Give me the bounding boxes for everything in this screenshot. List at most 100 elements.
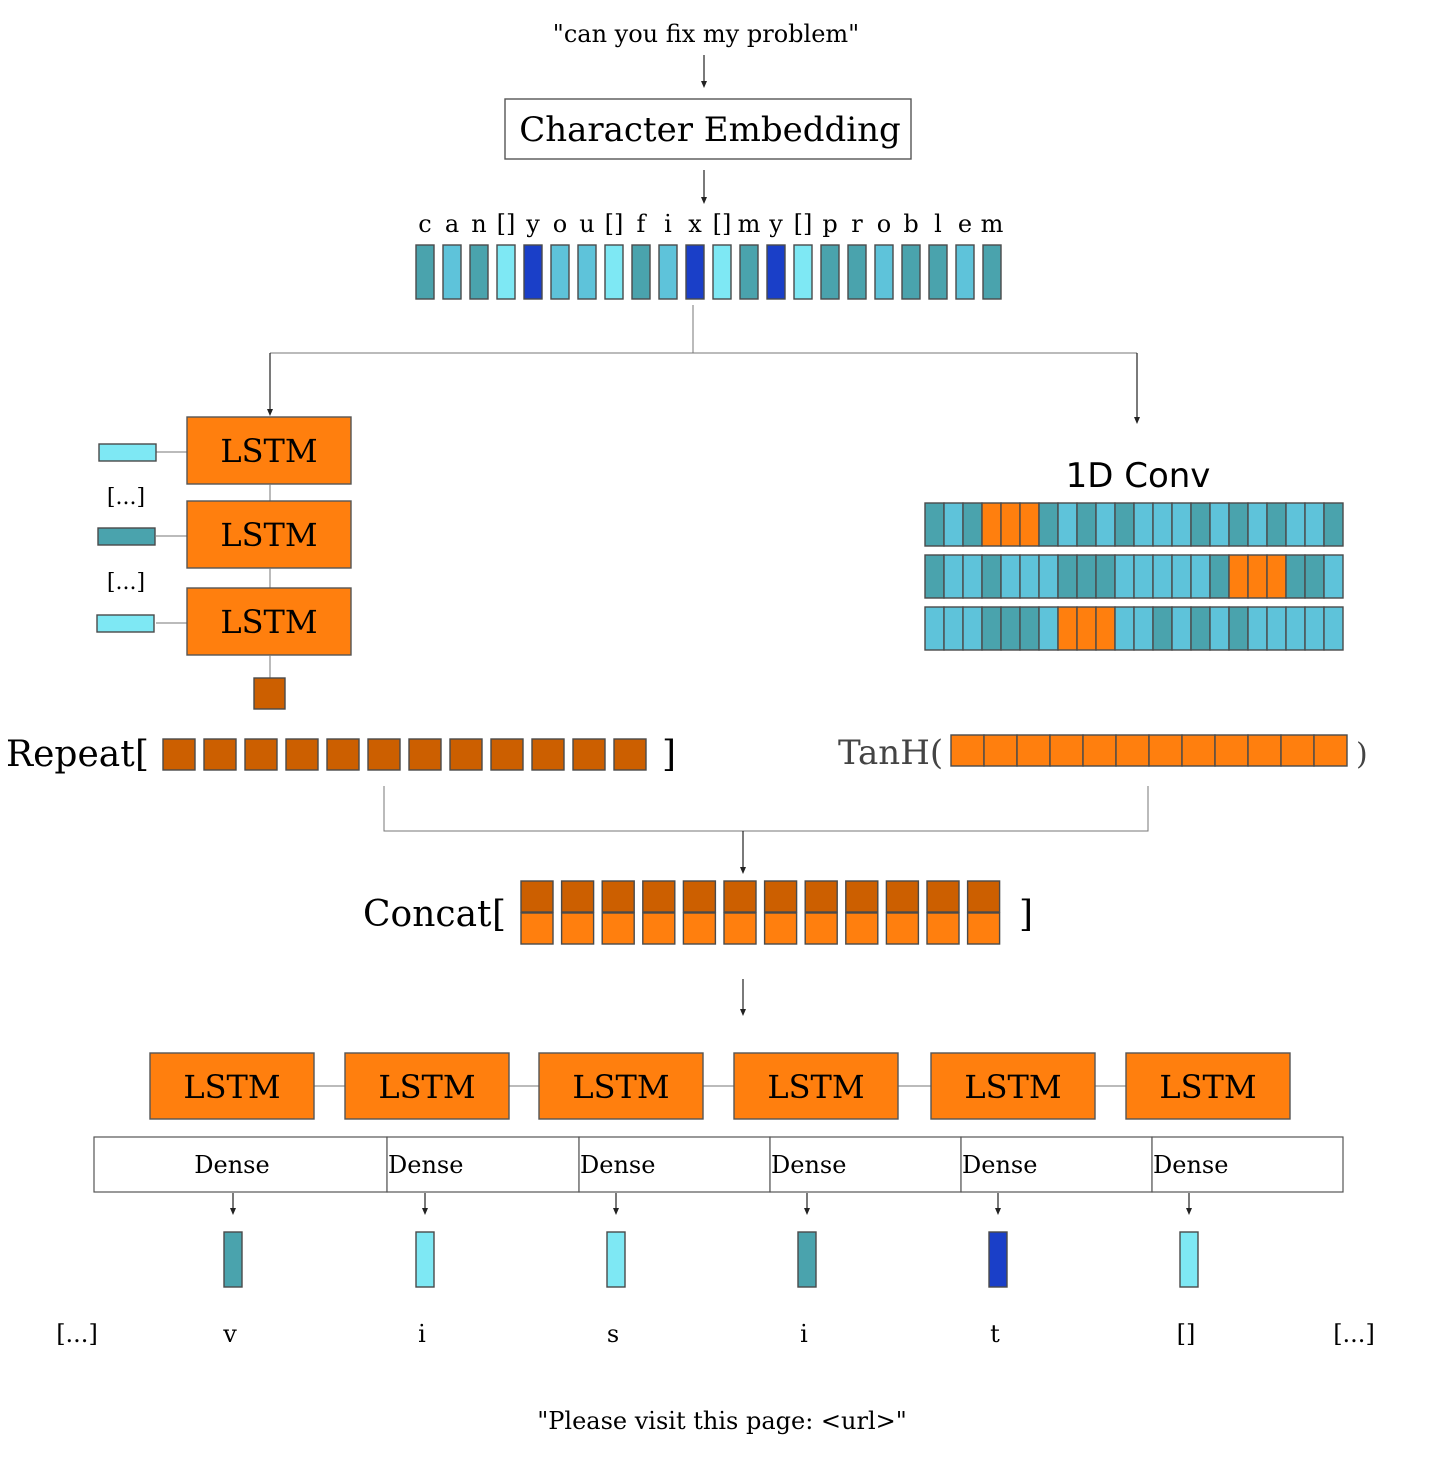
- repeat-cell: [449, 738, 483, 771]
- encoder-input-vector: [97, 527, 156, 546]
- embedding-char: o: [877, 210, 891, 238]
- conv-cell: [1323, 606, 1344, 651]
- repeat-label: Repeat: [6, 734, 135, 775]
- encoder-lstm-box: [186, 587, 352, 656]
- conv-cell: [924, 554, 945, 599]
- dense-label: Dense: [962, 1151, 1037, 1179]
- tanh-cell: [1016, 734, 1051, 767]
- encoder-lstm-label: LSTM: [220, 603, 317, 641]
- concat-bottom-cell: [560, 912, 595, 945]
- conv-cell: [1266, 554, 1287, 599]
- conv-cell: [1133, 502, 1154, 547]
- embedding-char: l: [934, 210, 942, 238]
- decoder-output-vector: [988, 1231, 1008, 1288]
- conv-label: 1D Conv: [1066, 456, 1211, 496]
- embedding-char: f: [637, 210, 648, 238]
- encoder-state-vector: [253, 677, 286, 710]
- embedding-cell: [928, 244, 948, 300]
- embedding-char: a: [445, 210, 459, 238]
- embedding-char: b: [903, 210, 918, 238]
- repeat-cell: [408, 738, 442, 771]
- repeat-cell: [367, 738, 401, 771]
- tanh-cell: [1115, 734, 1150, 767]
- conv-cell: [1190, 606, 1211, 651]
- conv-cell: [1285, 554, 1306, 599]
- dense-label: Dense: [388, 1151, 463, 1179]
- dense-box: [93, 1136, 388, 1193]
- conv-cell: [962, 502, 983, 547]
- conv-cell: [962, 606, 983, 651]
- embedding-char: p: [822, 210, 837, 238]
- conv-cell: [1304, 502, 1325, 547]
- conv-cell: [1228, 502, 1249, 547]
- conv-cell: [1190, 554, 1211, 599]
- embedding-cell: [739, 244, 759, 300]
- repeat-cell: [613, 738, 647, 771]
- concat-top-cell: [560, 880, 595, 913]
- conv-cell: [981, 606, 1002, 651]
- embedding-cell: [901, 244, 921, 300]
- conv-cell: [1133, 606, 1154, 651]
- conv-cell: [1133, 554, 1154, 599]
- decoder-output-char: v: [222, 1320, 237, 1348]
- concat-bottom-cell: [966, 912, 1001, 945]
- encoder-lstm-label: LSTM: [220, 516, 317, 554]
- conv-cell: [943, 606, 964, 651]
- tanh-cell: [1148, 734, 1183, 767]
- decoder-lstm-box: [1125, 1052, 1291, 1120]
- decoder-ellipsis-right: [...]: [1333, 1320, 1375, 1348]
- repeat-cell: [531, 738, 565, 771]
- dense-box: [769, 1136, 962, 1193]
- embedding-char: y: [768, 210, 783, 238]
- embedding-char: []: [497, 210, 516, 238]
- decoder-output-char: []: [1177, 1320, 1196, 1348]
- conv-cell: [1152, 502, 1173, 547]
- conv-cell: [1171, 502, 1192, 547]
- conv-cell: [1057, 502, 1078, 547]
- conv-cell: [1038, 502, 1059, 547]
- tanh-cell: [983, 734, 1018, 767]
- repeat-bracket-close: ]: [662, 734, 676, 775]
- embedding-cell: [847, 244, 867, 300]
- concat-top-cell: [723, 880, 757, 913]
- concat-bottom-cell: [682, 912, 717, 945]
- embedding-cell: [496, 244, 516, 300]
- conv-cell: [1304, 554, 1325, 599]
- embedding-char: x: [688, 210, 702, 238]
- decoder-lstm-label: LSTM: [572, 1068, 669, 1106]
- embedding-cell: [955, 244, 975, 300]
- tanh-cell: [1082, 734, 1117, 767]
- decoder-output-vector: [223, 1231, 243, 1288]
- tanh-cell: [1247, 734, 1282, 767]
- conv-cell: [1285, 606, 1306, 651]
- conv-cell: [981, 502, 1002, 547]
- embedding-char: n: [471, 210, 486, 238]
- decoder-output-vector: [797, 1231, 817, 1288]
- decoder-output-char: i: [418, 1320, 426, 1348]
- conv-cell: [1209, 554, 1230, 599]
- conv-cell: [1095, 554, 1116, 599]
- embedding-char: c: [418, 210, 431, 238]
- conv-cell: [1019, 554, 1040, 599]
- conv-cell: [1095, 502, 1116, 547]
- tanh-cell: [1280, 734, 1315, 767]
- dense-box: [578, 1136, 771, 1193]
- conv-cell: [1209, 606, 1230, 651]
- embedding-cell: [793, 244, 813, 300]
- conv-filters: [924, 502, 1344, 651]
- tanh-vector: [950, 734, 1348, 767]
- embedding-cell: [685, 244, 705, 300]
- concat-top-cell: [804, 880, 838, 913]
- concat-top-cell: [885, 880, 920, 913]
- concat-bottom-cell: [763, 912, 798, 945]
- conv-cell: [1057, 606, 1078, 651]
- embedding-char: r: [851, 210, 863, 238]
- embedding-cell: [415, 244, 435, 300]
- embedding-char: o: [553, 210, 567, 238]
- conv-cell: [1247, 554, 1268, 599]
- dense-label: Dense: [771, 1151, 846, 1179]
- embedding-cell: [442, 244, 462, 300]
- decoder-lstm-box: [344, 1052, 510, 1120]
- embedding-cell: [631, 244, 651, 300]
- encoder-lstm-stack: LSTM LSTM LSTM [...] [...]: [96, 416, 352, 710]
